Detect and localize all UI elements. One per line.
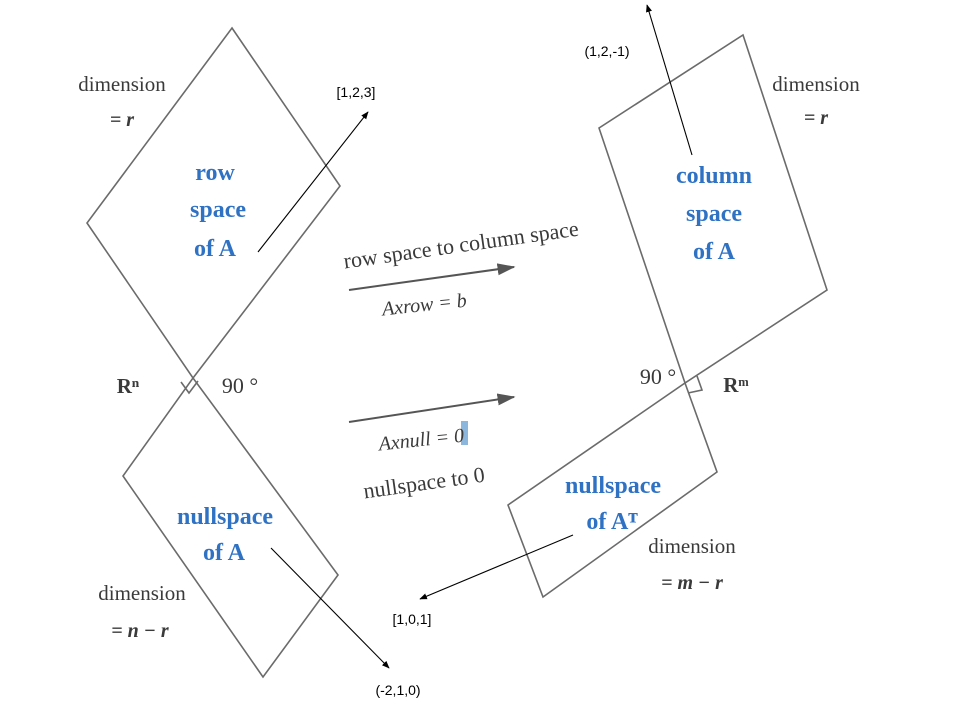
row-space-label-line1: row	[195, 160, 235, 186]
column-space-label-line1: column	[676, 163, 752, 189]
left-angle-label: 90 °	[222, 373, 258, 398]
column-space-label-line2: space	[686, 201, 742, 227]
null-to-zero-caption: nullspace to 0	[362, 462, 486, 504]
left-nullspace-label-line2: of Aᵀ	[586, 509, 638, 535]
right-dimension-label: dimension	[772, 72, 860, 96]
left-dimension-value: = r	[110, 109, 134, 131]
null-to-zero-arrow	[348, 393, 516, 423]
null-to-zero-equation: Axnull = 0	[376, 425, 466, 456]
null-vector-arrow	[270, 547, 390, 669]
column-space-label-line3: of A	[693, 239, 736, 265]
left-ambient-space: Rⁿ	[117, 374, 140, 398]
left-null-dimension-label: dimension	[98, 581, 186, 605]
cursor-highlight	[461, 421, 468, 445]
right-dimension-value: = r	[804, 107, 828, 129]
row-vector-arrow	[257, 111, 369, 253]
row-to-column-arrow	[348, 263, 516, 291]
nullspace-label-line2: of A	[203, 540, 246, 566]
null-vector-label: (-2,1,0)	[375, 682, 420, 698]
right-ambient-space: Rᵐ	[723, 373, 749, 397]
left-dimension-label: dimension	[78, 72, 166, 96]
right-angle-label: 90 °	[640, 364, 676, 389]
row-space-label-line2: space	[190, 197, 246, 223]
right-angle-marker-right	[687, 375, 704, 394]
left-nullspace-parallelogram	[507, 381, 718, 599]
left-null-vector-label: [1,0,1]	[393, 611, 432, 627]
row-vector-label: [1,2,3]	[337, 84, 376, 100]
left-null-dimension-value: = n − r	[111, 620, 169, 642]
right-null-dimension-value: = m − r	[661, 572, 723, 594]
right-angle-marker-left	[180, 380, 199, 395]
row-space-label-line3: of A	[194, 236, 237, 262]
nullspace-label-line1: nullspace	[177, 504, 273, 530]
right-null-dimension-label: dimension	[648, 534, 736, 558]
left-nullspace-label-line1: nullspace	[565, 473, 661, 499]
nullspace-diamond	[122, 376, 339, 679]
row-to-column-equation: Axrow = b	[379, 290, 468, 321]
column-vector-arrow	[646, 4, 693, 156]
left-null-vector-arrow	[419, 534, 574, 600]
column-space-parallelogram	[598, 33, 828, 385]
row-to-column-caption: row space to column space	[342, 216, 580, 274]
column-vector-label: (1,2,-1)	[584, 43, 629, 59]
